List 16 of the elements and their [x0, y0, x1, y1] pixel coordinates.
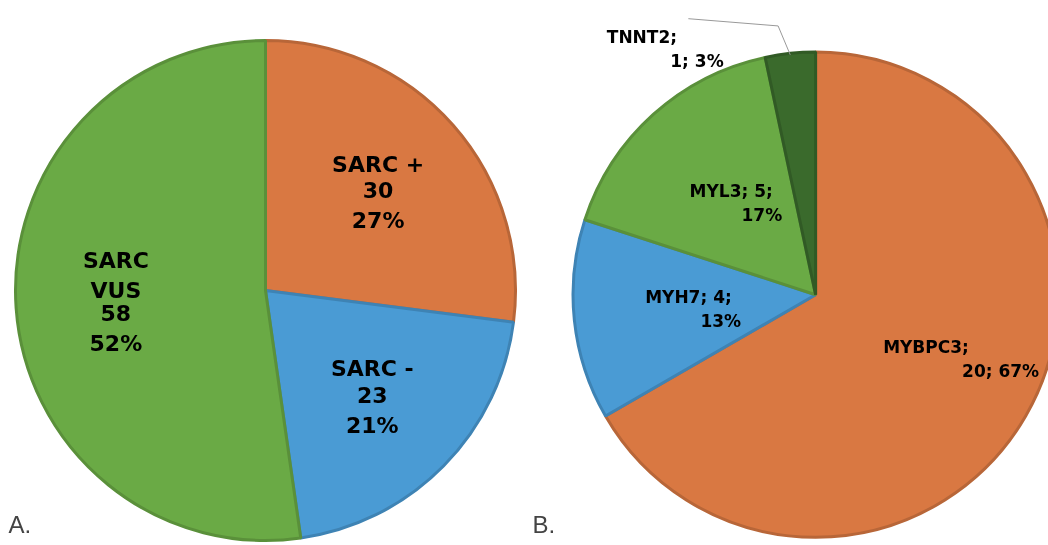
- slice-label: SARC VUS: [82, 248, 149, 304]
- slice-label: MYL3: [689, 181, 742, 202]
- data-label: ; 1; 3%: [670, 27, 724, 72]
- data-label: 58 52%: [89, 301, 143, 357]
- slice-label: TNNT2: [606, 27, 671, 48]
- text: B.: [532, 510, 556, 538]
- data-label: 23 21%: [345, 382, 399, 438]
- slice-label: SARC +: [332, 151, 425, 177]
- data-label: ; 4; 13%: [700, 287, 742, 332]
- slice-label: SARC -: [330, 356, 414, 382]
- text: A.: [8, 510, 32, 538]
- data-label: ; 5; 17%: [741, 181, 783, 226]
- slice-label: MYH7: [645, 287, 701, 308]
- data-label: ; 20; 67%: [962, 337, 1040, 381]
- slice-label: MYBPC3: [883, 337, 963, 357]
- data-label: 30 27%: [351, 178, 405, 234]
